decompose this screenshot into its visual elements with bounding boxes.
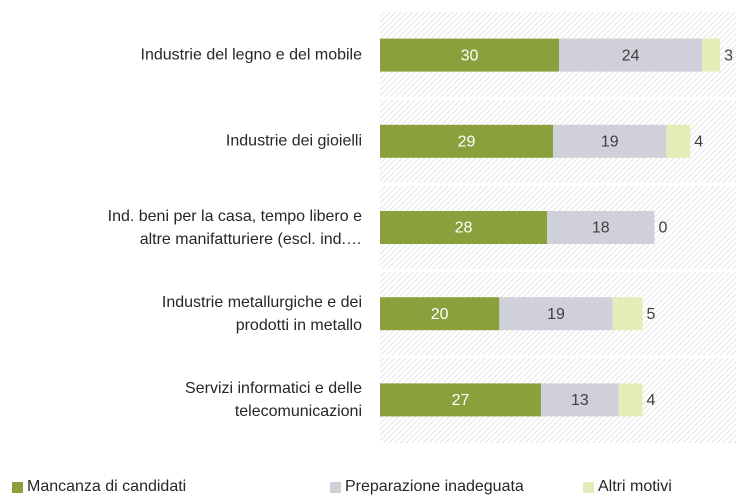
data-label: 30 (461, 47, 479, 64)
category-label: Industrie del legno e del mobile (140, 46, 362, 64)
legend-label: Mancanza di candidati (27, 478, 187, 495)
bar-segment (547, 211, 655, 244)
category-label: Ind. beni per la casa, tempo libero e al… (107, 207, 362, 248)
legend-item: Altri motivi (583, 478, 672, 496)
legend-item: Mancanza di candidati (12, 478, 186, 496)
category-label: Industrie metallurgiche e dei prodotti i… (161, 293, 362, 334)
bar-segment (553, 124, 667, 158)
data-label: 3 (724, 47, 733, 64)
data-label: 28 (455, 220, 473, 237)
data-label: 18 (592, 220, 610, 237)
bar-segment (499, 297, 613, 331)
legend-item: Preparazione inadeguata (330, 478, 524, 496)
legend-swatch (330, 481, 341, 493)
category-label: Servizi informatici e delle telecomunica… (185, 379, 362, 420)
bar-segment (380, 124, 554, 158)
category-label: Industrie dei gioielli (225, 132, 362, 150)
data-label: 5 (647, 306, 656, 323)
bar-segment (666, 124, 691, 158)
bar-segment (380, 297, 500, 331)
bar-segment (541, 383, 619, 417)
data-label: 4 (694, 134, 703, 151)
legend-label: Preparazione inadeguata (345, 478, 524, 495)
data-label: 4 (647, 392, 656, 409)
data-label: 19 (547, 306, 565, 323)
bar-segment (380, 211, 548, 244)
data-label: 13 (571, 392, 589, 409)
data-label: 29 (458, 134, 476, 151)
data-label: 27 (452, 392, 470, 409)
legend-swatch (12, 481, 23, 493)
bar-segment (618, 383, 643, 417)
bar-segment (612, 297, 643, 331)
data-label: 24 (622, 47, 640, 64)
data-label: 19 (601, 134, 619, 151)
bar-segment (380, 38, 559, 72)
legend-label: Altri motivi (598, 478, 672, 495)
legend-swatch (583, 481, 594, 493)
bar-segment (380, 383, 542, 417)
data-label: 20 (431, 306, 449, 323)
bar-segment (559, 38, 703, 72)
bar-segment (702, 38, 721, 72)
data-label: 0 (658, 220, 667, 237)
